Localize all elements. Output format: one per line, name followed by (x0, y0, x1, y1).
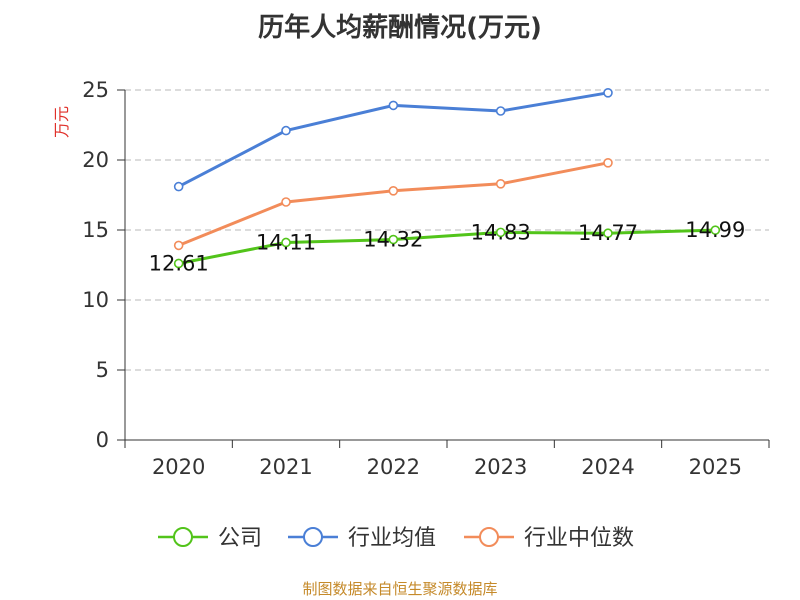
data-label: 14.99 (685, 218, 745, 242)
legend-item-0[interactable]: 公司 (158, 526, 262, 551)
y-tick-label: 25 (82, 78, 109, 102)
data-point (603, 158, 613, 168)
data-label: 12.61 (149, 251, 209, 275)
data-point (281, 237, 291, 248)
legend-label: 行业中位数 (524, 526, 634, 551)
data-point (603, 228, 613, 239)
y-tick-label: 5 (96, 358, 109, 382)
y-axis-label: 万元 (52, 106, 71, 138)
data-point (710, 225, 721, 235)
x-tick-label: 2022 (367, 455, 420, 479)
series-group (173, 88, 721, 269)
data-point (388, 234, 399, 245)
x-tick-label: 2020 (152, 455, 205, 479)
y-tick-label: 20 (82, 148, 109, 172)
data-label: 14.11 (256, 230, 316, 254)
series-line-0 (177, 228, 717, 265)
data-label: 14.77 (578, 221, 638, 245)
data-label: 14.83 (471, 220, 531, 244)
y-tick-label: 0 (96, 428, 109, 452)
data-point (388, 100, 399, 111)
data-point (603, 88, 613, 98)
legend[interactable]: 公司 行业均值 行业中位数 (158, 526, 634, 551)
data-labels: 12.61 14.11 14.32 14.83 14.77 14.99 (149, 218, 746, 275)
legend-marker-icon (479, 527, 499, 547)
source-footer: 制图数据来自恒生聚源数据库 (302, 580, 497, 598)
legend-item-2[interactable]: 行业中位数 (464, 526, 634, 551)
data-point (388, 186, 399, 196)
data-point (495, 106, 506, 116)
legend-marker-icon (303, 527, 323, 547)
x-tick-label: 2023 (474, 455, 527, 479)
legend-label: 行业均值 (348, 526, 436, 551)
y-tick-label: 15 (82, 218, 109, 242)
data-point (173, 258, 184, 269)
y-tick-label: 10 (82, 288, 109, 312)
data-label: 14.32 (363, 228, 423, 252)
data-point (281, 125, 291, 136)
chart-title: 历年人均薪酬情况(万元) (258, 12, 542, 43)
data-point (495, 227, 506, 238)
legend-marker-icon (173, 527, 193, 547)
data-point (281, 197, 291, 207)
data-point (173, 181, 184, 192)
data-point (173, 240, 184, 251)
x-tick-label: 2021 (259, 455, 312, 479)
data-point (495, 179, 506, 189)
x-tick-label: 2024 (581, 455, 634, 479)
x-tick-label: 2025 (689, 455, 742, 479)
grid-lines (125, 89, 769, 371)
legend-item-1[interactable]: 行业均值 (288, 526, 436, 551)
legend-label: 公司 (218, 526, 262, 551)
